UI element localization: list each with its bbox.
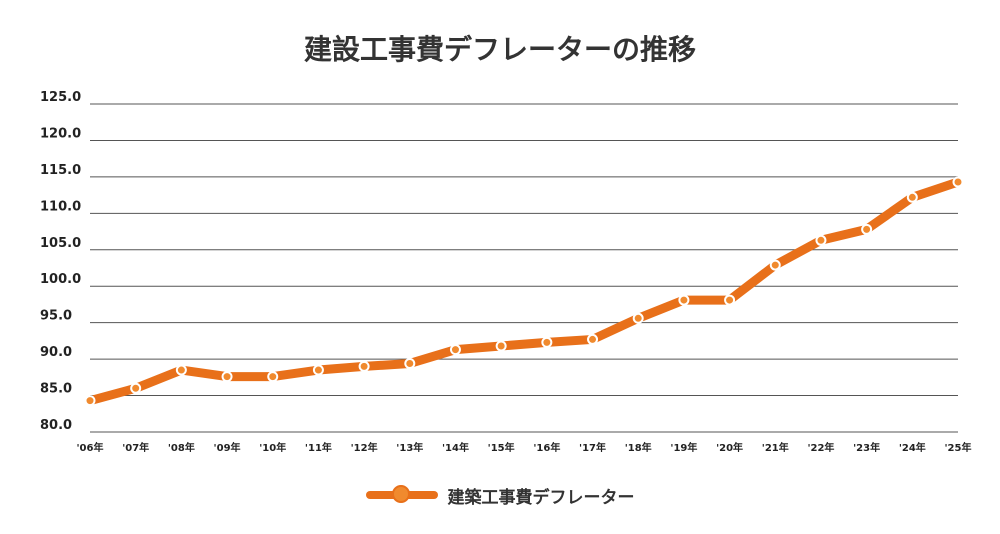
x-tick-label: '20年 [716, 441, 743, 454]
y-tick-label: 95.0 [40, 309, 72, 324]
data-point [632, 312, 644, 324]
data-point [769, 259, 781, 271]
y-tick-label: 100.0 [40, 272, 81, 287]
x-tick-label: '14年 [442, 441, 469, 454]
y-tick-label: 90.0 [40, 345, 72, 360]
data-point [587, 333, 599, 345]
x-tick-label: '10年 [259, 441, 286, 454]
x-tick-label: '11年 [305, 441, 332, 454]
data-point [861, 223, 873, 235]
x-axis-ticks: '06年 '07年 '08年 '09年 '10年 '11年 '12年 '13年 '14年 '15年… [77, 441, 972, 454]
x-tick-label: '18年 [625, 441, 652, 454]
data-point [678, 294, 690, 306]
legend-swatch [365, 482, 438, 508]
x-tick-label: '12年 [351, 441, 378, 454]
x-tick-label: '24年 [899, 441, 926, 454]
x-tick-label: '25年 [945, 441, 972, 454]
x-tick-label: '17年 [579, 441, 606, 454]
series-markers [84, 176, 964, 407]
x-tick-label: '08年 [168, 441, 195, 454]
x-tick-label: '23年 [853, 441, 880, 454]
data-point [267, 371, 279, 383]
x-tick-label: '09年 [214, 441, 241, 454]
x-tick-label: '22年 [807, 441, 834, 454]
data-point [724, 294, 736, 306]
data-point [449, 344, 461, 356]
y-tick-label: 105.0 [40, 236, 81, 251]
x-tick-label: '16年 [533, 441, 560, 454]
data-point [404, 357, 416, 369]
x-tick-label: '15年 [488, 441, 515, 454]
y-tick-label: 110.0 [40, 199, 81, 214]
data-point [175, 364, 187, 376]
legend-marker [391, 485, 410, 503]
legend: 建築工事費デフレーター [0, 482, 1000, 508]
y-tick-label: 115.0 [40, 163, 81, 178]
data-point [221, 371, 233, 383]
x-tick-label: '21年 [762, 441, 789, 454]
series-line [85, 177, 963, 406]
data-point [541, 336, 553, 348]
data-point [495, 340, 507, 352]
y-tick-label: 85.0 [40, 382, 72, 397]
data-point [952, 176, 964, 188]
data-point [358, 360, 370, 372]
data-point [906, 191, 918, 203]
x-tick-label: '06年 [77, 441, 104, 454]
data-point [130, 382, 142, 394]
y-tick-label: 80.0 [40, 418, 72, 433]
grid-lines [90, 103, 958, 433]
y-axis-ticks: 125.0 120.0 115.0 110.0 105.0 100.0 95.0 90.0 85… [40, 90, 81, 433]
x-tick-label: '13年 [396, 441, 423, 454]
data-point [815, 234, 827, 246]
x-tick-label: '07年 [122, 441, 149, 454]
series-line-layer [85, 177, 963, 406]
legend-label: 建築工事費デフレーター [447, 487, 635, 508]
y-tick-label: 125.0 [40, 90, 81, 105]
data-point [84, 395, 96, 407]
x-tick-label: '19年 [670, 441, 697, 454]
data-point [312, 364, 324, 376]
chart-title: 建設工事費デフレーターの推移 [303, 33, 696, 66]
y-tick-label: 120.0 [40, 126, 81, 141]
